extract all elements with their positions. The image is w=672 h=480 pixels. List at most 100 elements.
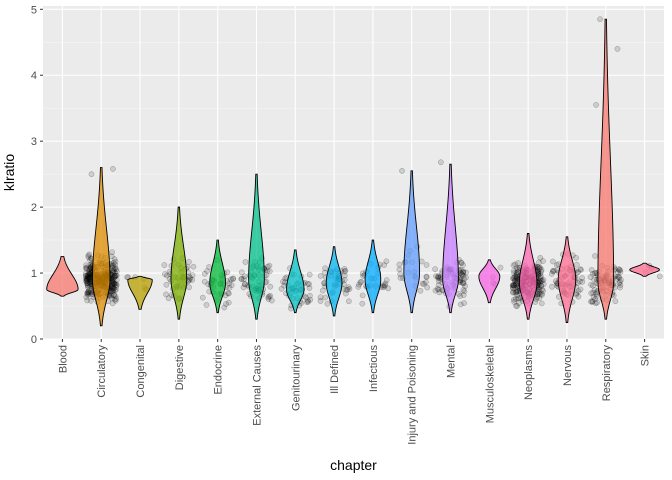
- jitter-point: [616, 274, 623, 281]
- jitter-point: [84, 276, 90, 282]
- y-tick-label: 2: [31, 202, 37, 214]
- jitter-point: [575, 293, 582, 300]
- jitter-point: [617, 282, 624, 288]
- jitter-point: [537, 254, 544, 261]
- jitter-point: [514, 288, 521, 295]
- jitter-point: [538, 277, 545, 284]
- y-axis: 0 1 2 3 4 5: [31, 4, 43, 346]
- x-tick-label: Respiratory: [601, 345, 613, 402]
- jitter-point: [83, 262, 89, 269]
- jitter-point: [85, 270, 92, 277]
- jitter-point: [589, 298, 596, 305]
- jitter-point: [110, 280, 117, 286]
- outlier-point: [399, 168, 405, 174]
- jitter-point: [573, 291, 580, 298]
- jitter-point: [266, 262, 273, 269]
- violin-endocrine: [209, 239, 226, 314]
- jitter-point: [616, 266, 623, 273]
- jitter-point: [359, 300, 366, 307]
- jitter-point: [266, 268, 273, 275]
- jitter-point: [83, 265, 90, 272]
- violin-genitourinary: [286, 249, 305, 314]
- jitter-point: [223, 301, 229, 307]
- jitter-point: [515, 260, 521, 266]
- jitter-point: [514, 303, 520, 309]
- jitter-point: [265, 296, 272, 302]
- x-axis-title: chapter: [330, 457, 377, 473]
- jitter-point: [109, 288, 115, 295]
- jitter-point: [460, 292, 467, 298]
- jitter-point: [242, 259, 249, 265]
- jitter-point: [113, 282, 120, 288]
- jitter-point: [110, 267, 116, 274]
- jitter-point: [514, 266, 521, 273]
- jitter-point: [432, 287, 439, 294]
- jitter-point: [317, 273, 324, 279]
- jitter-point: [110, 269, 117, 276]
- jitter-point: [221, 304, 228, 311]
- x-tick-label: Congenital: [135, 345, 147, 398]
- jitter-point: [199, 294, 206, 301]
- jitter-point: [83, 264, 90, 271]
- jitter-point: [110, 288, 116, 294]
- jitter-point: [113, 272, 119, 279]
- jitter-point: [536, 264, 543, 271]
- jitter-point: [382, 280, 389, 287]
- jitter-point: [110, 285, 116, 292]
- jitter-point: [85, 289, 92, 295]
- jitter-point: [396, 266, 403, 273]
- jitter-point: [512, 289, 519, 296]
- jitter-point: [589, 299, 596, 305]
- violin-respiratory: [597, 18, 615, 320]
- jitter-point: [540, 258, 546, 264]
- jitter-point: [417, 287, 424, 294]
- jitter-point: [513, 282, 520, 288]
- jitter-point: [242, 281, 248, 287]
- jitter-point: [512, 276, 519, 282]
- jitter-point: [462, 283, 469, 290]
- jitter-point: [189, 277, 196, 283]
- jitter-point: [539, 286, 545, 293]
- jitter-point: [510, 281, 517, 288]
- jitter-point: [112, 297, 119, 304]
- jitter-point: [201, 278, 208, 285]
- y-tick-label: 0: [31, 334, 37, 346]
- jitter-point: [455, 290, 462, 297]
- jitter-point: [614, 273, 621, 280]
- jitter-point: [512, 273, 519, 280]
- jitter-point: [436, 275, 443, 282]
- jitter-point: [267, 293, 274, 299]
- jitter-point: [240, 284, 247, 291]
- jitter-point: [575, 288, 582, 294]
- jitter-point: [512, 281, 519, 288]
- jitter-point: [86, 271, 93, 278]
- jitter-point: [113, 272, 120, 279]
- jitter-point: [617, 284, 623, 291]
- jitter-point: [513, 273, 520, 280]
- jitter-point: [304, 299, 310, 306]
- jitter-point: [86, 266, 93, 273]
- jitter-point: [396, 261, 403, 268]
- jitter-point: [497, 264, 504, 271]
- jitter-point: [511, 270, 517, 277]
- jitter-point: [344, 286, 351, 293]
- jitter-point: [110, 284, 116, 291]
- jitter-point: [461, 300, 467, 306]
- jitter-point: [306, 285, 313, 291]
- jitter-point: [83, 278, 90, 284]
- jitter-point: [85, 291, 92, 297]
- jitter-point: [319, 287, 326, 294]
- jitter-point: [385, 285, 392, 292]
- jitter-point: [108, 292, 115, 299]
- jitter-point: [537, 270, 544, 277]
- violin-nervous: [557, 236, 577, 323]
- jitter-point: [536, 266, 543, 272]
- jitter-point: [87, 289, 94, 296]
- jitter-point: [423, 273, 430, 280]
- x-tick-label: Neoplasms: [523, 345, 535, 401]
- jitter-point: [594, 299, 600, 306]
- jitter-point: [268, 297, 275, 304]
- jitter-point: [579, 275, 585, 281]
- jitter-point: [510, 285, 516, 292]
